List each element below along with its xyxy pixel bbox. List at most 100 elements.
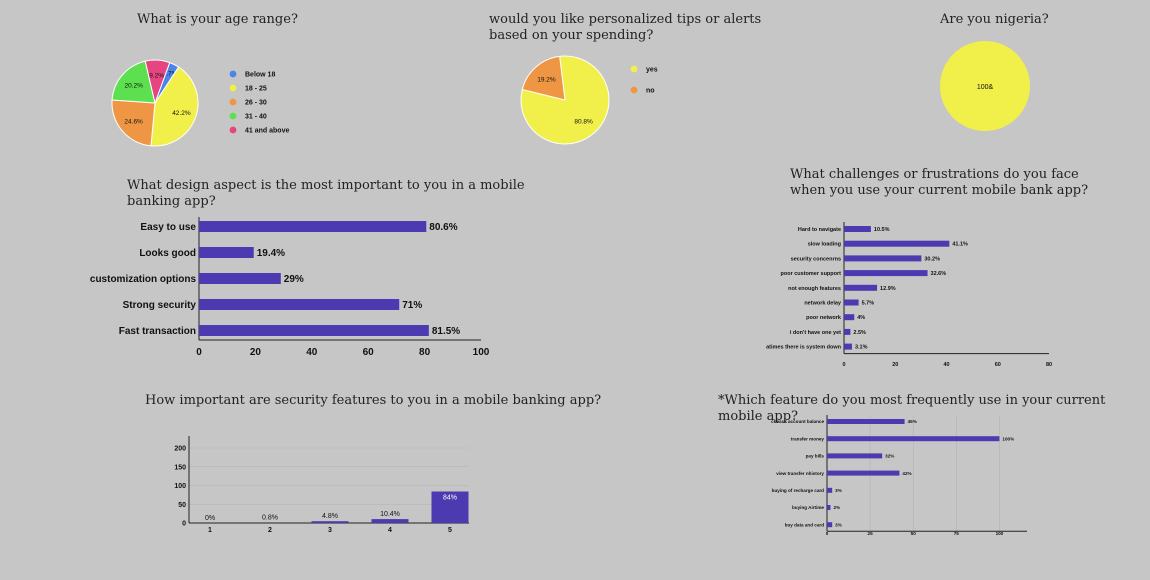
design-data-label: 29% — [284, 274, 304, 285]
challenges-bar — [844, 226, 871, 232]
security-data-label: 10.4% — [380, 511, 400, 518]
age-chart-title: What is your age range? — [137, 12, 298, 27]
challenges-data-label: 12.9% — [880, 286, 896, 292]
challenges-tick-label: 80 — [1046, 362, 1052, 368]
design-data-label: 81.5% — [432, 326, 460, 337]
challenges-category-label: Hard to navigate — [798, 227, 841, 233]
feature-data-label: 42% — [902, 471, 911, 476]
age-legend-swatch — [229, 126, 237, 134]
security-category-label: 3 — [328, 527, 332, 534]
design-bar — [199, 273, 281, 284]
security-tick-label: 150 — [174, 464, 186, 471]
feature-data-label: 3% — [835, 488, 842, 493]
age-legend-swatch — [229, 84, 237, 92]
design-category-label: Easy to use — [140, 222, 196, 233]
age-legend-label: 31 - 40 — [245, 114, 267, 121]
security-bar — [431, 491, 469, 523]
design-category-label: Strong security — [123, 300, 197, 311]
challenges-category-label: security concenrns — [791, 256, 841, 262]
feature-data-label: 3% — [835, 522, 842, 527]
feature-tick-label: 100 — [996, 531, 1004, 536]
feature-category-label: buying of recharge card — [772, 488, 825, 493]
challenges-bar — [844, 328, 851, 335]
feature-data-label: 100% — [1002, 436, 1014, 441]
challenges-data-label: 3.1% — [855, 345, 868, 351]
challenges-title-line-1: What challenges or frustrations do you f… — [790, 167, 1079, 182]
age-slice — [150, 66, 199, 147]
challenges-category-label: not enough features — [788, 286, 841, 292]
feature-tick-label: 25 — [868, 531, 874, 536]
design-tick-label: 100 — [473, 347, 490, 358]
challenges-bar — [844, 314, 855, 321]
feature-tick-label: 50 — [911, 531, 917, 536]
feature-category-label: buy data and card — [785, 522, 825, 527]
challenges-category-label: poor customer support — [780, 271, 841, 277]
security-category-label: 1 — [208, 527, 212, 534]
challenges-data-label: 30.2% — [924, 256, 940, 262]
feature-bar — [827, 505, 831, 510]
feature-data-label: 2% — [833, 505, 840, 510]
feature-bar — [827, 419, 905, 424]
age-slice-label: 42.2% — [172, 110, 191, 117]
tips-legend-swatch — [630, 86, 638, 94]
challenges-data-label: 41.1% — [952, 242, 968, 248]
feature-category-label: cheack account balance — [771, 419, 824, 424]
design-category-label: customization options — [90, 274, 197, 285]
security-bar — [311, 521, 349, 523]
age-legend-label: 26 - 30 — [245, 100, 267, 107]
design-chart-title: What design aspect is the most important… — [127, 178, 525, 210]
design-tick-label: 40 — [306, 347, 318, 358]
design-tick-label: 80 — [419, 347, 431, 358]
design-data-label: 71% — [402, 300, 422, 311]
security-data-label: 84% — [443, 495, 457, 502]
challenges-category-label: i don't have one yet — [790, 330, 841, 336]
feature-category-label: transfer money — [791, 436, 825, 441]
tips-slice-label: 80.8% — [574, 118, 593, 125]
feature-category-label: pay bills — [806, 454, 825, 459]
feature-bar — [827, 522, 833, 528]
feature-data-label: 32% — [885, 454, 894, 459]
challenges-data-label: 10.5% — [874, 227, 890, 233]
feature-tick-label: 75 — [954, 531, 960, 536]
challenges-data-label: 5.7% — [862, 300, 875, 306]
security-data-label: 0% — [205, 515, 215, 522]
challenges-bar — [844, 343, 852, 350]
challenges-bar — [844, 255, 922, 262]
challenges-category-label: slow loading — [808, 242, 841, 248]
security-tick-label: 200 — [174, 446, 186, 453]
feature-category-label: view transfer nhistory — [776, 471, 824, 476]
tips-slice — [520, 55, 610, 145]
challenges-bar — [844, 240, 950, 247]
tips-legend-label: no — [646, 88, 655, 95]
tips-slice-label: 19.2% — [537, 77, 556, 84]
challenges-bar — [844, 299, 859, 306]
age-legend-swatch — [229, 98, 237, 106]
feature-tick-label: 0 — [826, 531, 829, 536]
nigeria-chart-title: Are you nigeria? — [940, 12, 1049, 27]
age-legend-label: 18 - 25 — [245, 86, 267, 93]
tips-title-line-2: based on your spending? — [489, 28, 654, 43]
challenges-title-line-2: when you use your current mobile bank ap… — [790, 183, 1089, 198]
feature-bar — [827, 470, 900, 476]
challenges-tick-label: 40 — [943, 362, 949, 368]
challenges-chart-title: What challenges or frustrations do you f… — [790, 167, 1088, 199]
age-slice-label: 9.2% — [149, 73, 164, 80]
security-data-label: 4.8% — [322, 513, 338, 520]
security-category-label: 4 — [388, 527, 392, 534]
design-title-line-2: banking app? — [127, 194, 216, 209]
challenges-tick-label: 20 — [892, 362, 898, 368]
age-slice-label: 20.2% — [124, 82, 143, 89]
security-tick-label: 0 — [182, 521, 186, 528]
challenges-bar — [844, 284, 878, 291]
design-data-label: 80.6% — [429, 222, 457, 233]
design-bar — [199, 325, 429, 336]
age-legend-label: 41 and above — [245, 128, 289, 135]
age-slice-label: 24.6% — [124, 119, 143, 126]
design-bar — [199, 247, 254, 258]
age-slice — [111, 99, 156, 147]
challenges-category-label: network delay — [804, 300, 842, 306]
security-tick-label: 100 — [174, 483, 186, 490]
tips-slice — [521, 55, 566, 101]
tips-legend-swatch — [630, 65, 638, 73]
